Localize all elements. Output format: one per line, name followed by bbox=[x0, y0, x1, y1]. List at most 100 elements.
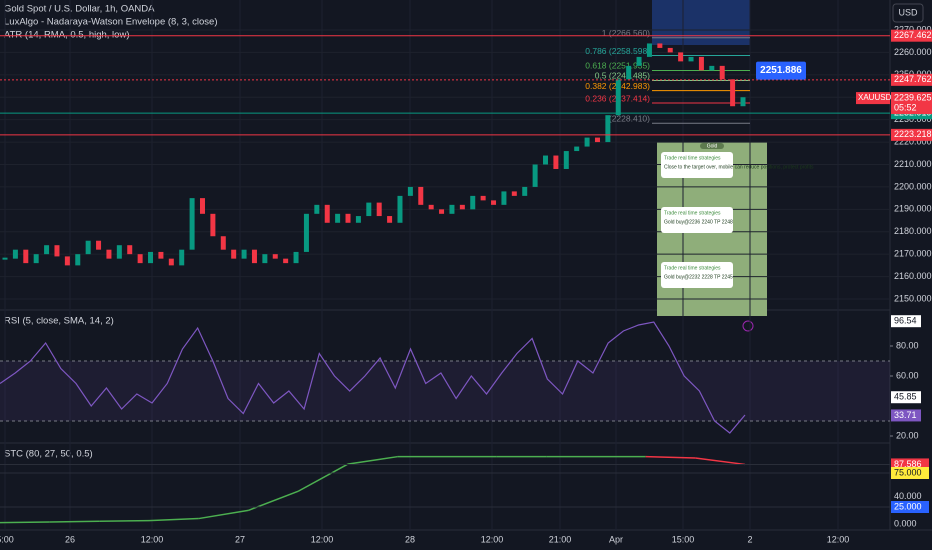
x-tick-label: 12:00 bbox=[311, 534, 334, 544]
candle bbox=[563, 151, 569, 169]
stc-tag-label: 87.586 bbox=[894, 459, 922, 469]
candle bbox=[543, 155, 549, 165]
title: Gold Spot / U.S. Dollar, 1h, OANDA bbox=[4, 4, 155, 15]
rsi-tag bbox=[891, 391, 921, 404]
rsi-band bbox=[0, 361, 890, 421]
alert-icon[interactable] bbox=[742, 320, 754, 332]
candle bbox=[251, 249, 257, 264]
candle bbox=[740, 97, 746, 107]
fib-label: 0.618 (2251.935) bbox=[585, 61, 650, 71]
candle bbox=[179, 249, 185, 266]
candle bbox=[522, 186, 528, 196]
telegram-message bbox=[661, 262, 733, 288]
x-tick-label: 15:00 bbox=[672, 534, 695, 544]
currency-button[interactable] bbox=[892, 3, 924, 23]
candle bbox=[241, 249, 247, 259]
telegram-text: Trade real time strategies bbox=[664, 210, 721, 216]
candle bbox=[106, 249, 112, 259]
candle bbox=[335, 213, 341, 223]
fib-label: (2228.410) bbox=[609, 113, 650, 123]
y-tick-label: 2190.000 bbox=[894, 204, 932, 214]
x-tick-label: 12:00 bbox=[827, 534, 850, 544]
stc-tag-label: 25.000 bbox=[894, 501, 922, 511]
rsi-tag-label: 96.54 bbox=[894, 316, 917, 326]
candle bbox=[678, 52, 684, 62]
candle bbox=[355, 216, 361, 223]
stc-segment bbox=[148, 517, 199, 522]
symbol: XAUUSD bbox=[858, 93, 892, 102]
candle bbox=[657, 43, 663, 48]
price-tag bbox=[891, 73, 932, 86]
candle bbox=[626, 65, 632, 80]
fib-label: 0.5 (2247.485) bbox=[595, 71, 650, 81]
candle bbox=[397, 195, 403, 223]
rsi-tag-label: 33.71 bbox=[894, 410, 917, 420]
fib-label: 1 (2266.560) bbox=[602, 28, 650, 38]
callout bbox=[756, 61, 806, 80]
candle bbox=[511, 191, 517, 196]
candle bbox=[283, 258, 289, 264]
candle bbox=[688, 56, 694, 62]
telegram-badge-label: Gold bbox=[707, 143, 718, 149]
telegram-message bbox=[661, 207, 733, 233]
y-tick-label: 2160.000 bbox=[894, 271, 932, 281]
indicator: ATR (14, RMA, 0.5, high, low) bbox=[4, 30, 129, 41]
y-tick-label: 2170.000 bbox=[894, 249, 932, 259]
rsi-line bbox=[0, 321, 746, 434]
candle bbox=[532, 164, 538, 187]
candle bbox=[584, 137, 590, 147]
candle bbox=[220, 236, 226, 250]
candle bbox=[730, 79, 736, 107]
y-tick-label: 2220.000 bbox=[894, 136, 932, 146]
stc-segment bbox=[49, 520, 100, 523]
candle bbox=[210, 213, 216, 237]
rsi-tag-label: 45.85 bbox=[894, 392, 917, 402]
candle bbox=[54, 245, 60, 257]
candle bbox=[615, 79, 621, 116]
candle bbox=[199, 198, 205, 214]
y-tick-label: 0.000 bbox=[894, 518, 917, 528]
candle bbox=[189, 198, 195, 250]
telegram-text: Trade real time strategies bbox=[664, 155, 721, 161]
x-tick-label: 2 bbox=[747, 534, 752, 544]
telegram-text: Trade real time strategies bbox=[664, 265, 721, 271]
telegram-badge bbox=[700, 143, 724, 149]
stc-segment bbox=[0, 521, 50, 524]
currency[interactable]: USD bbox=[898, 7, 918, 17]
price-tag-label: 2267.462 bbox=[894, 30, 932, 40]
y-tick-label: 60.00 bbox=[896, 370, 919, 380]
candle bbox=[491, 200, 497, 205]
candle bbox=[553, 155, 559, 169]
candle bbox=[137, 254, 143, 264]
candle bbox=[376, 202, 382, 217]
y-tick-label: 2270.000 bbox=[894, 24, 932, 34]
candle bbox=[636, 56, 642, 66]
stc-tag bbox=[891, 501, 929, 513]
candle bbox=[646, 43, 652, 57]
candle bbox=[303, 213, 309, 252]
candle bbox=[262, 254, 268, 264]
candle bbox=[127, 245, 133, 255]
symbol-tag bbox=[856, 92, 890, 105]
price-tag bbox=[891, 128, 932, 141]
candle bbox=[148, 251, 154, 264]
telegram-text: Gold buy@2232 2228 TP 2245 bbox=[664, 274, 733, 280]
stc-segment bbox=[695, 457, 746, 466]
price-tag bbox=[891, 92, 932, 115]
candle bbox=[345, 213, 351, 223]
candle bbox=[719, 65, 725, 80]
candle bbox=[709, 65, 715, 71]
candle bbox=[12, 249, 18, 259]
candle bbox=[667, 47, 673, 53]
y-tick-label: 2210.000 bbox=[894, 159, 932, 169]
candle bbox=[293, 251, 299, 264]
price-tag-label: 2223.218 bbox=[894, 129, 932, 139]
candle bbox=[33, 254, 39, 264]
stc-segment bbox=[99, 519, 150, 523]
candle bbox=[574, 146, 580, 152]
y-tick-label: 2260.000 bbox=[894, 47, 932, 57]
candle bbox=[501, 191, 507, 205]
stc-tag-label: 75.000 bbox=[894, 467, 922, 477]
